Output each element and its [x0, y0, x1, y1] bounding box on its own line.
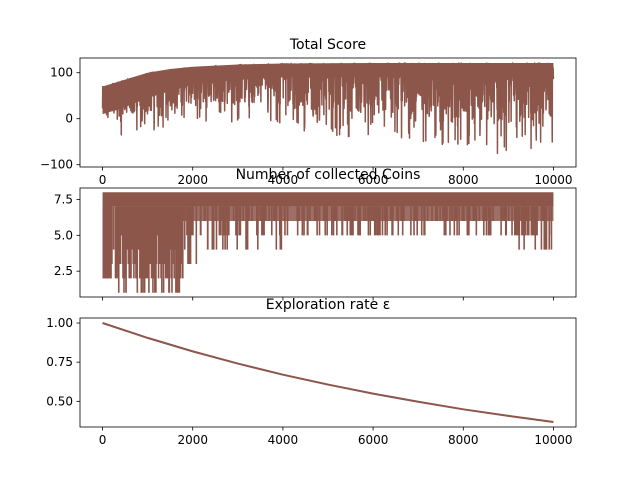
y-tick-label: 7.5: [54, 192, 73, 206]
axes-frame: [79, 57, 577, 168]
series-line: [101, 62, 555, 155]
panel-title: Number of collected Coins: [236, 167, 421, 183]
y-tick-label: 1.00: [46, 316, 73, 330]
x-tick-label: 2000: [177, 433, 208, 447]
x-tick-label: 10000: [534, 433, 572, 447]
panel-title: Total Score: [289, 37, 366, 53]
series-line: [102, 192, 554, 293]
series-line: [102, 322, 554, 423]
y-tick-label: 0: [65, 112, 73, 126]
y-tick-label: 100: [50, 66, 73, 80]
panel-1: 0 2000 4000 6000 8000 10000 −100 0 100 Total Scor…: [40, 37, 577, 187]
x-tick-label: 10000: [534, 173, 572, 187]
x-tick-label: 0: [99, 433, 107, 447]
axes-frame: [79, 317, 577, 428]
x-tick-label: 6000: [358, 433, 389, 447]
x-tick-label: 8000: [448, 173, 479, 187]
x-tick-label: 4000: [268, 433, 299, 447]
coins-dips: [109, 206, 553, 293]
y-tick-label: 0.75: [46, 355, 73, 369]
coins-early-band: [102, 206, 112, 279]
x-tick-label: 2000: [177, 173, 208, 187]
x-tick-label: 0: [99, 173, 107, 187]
x-tick-label: 4000: [268, 173, 299, 187]
y-tick-label: 0.50: [46, 394, 73, 408]
y-tick-label: 2.5: [54, 264, 73, 278]
y-tick-label: 5.0: [54, 228, 73, 242]
coins-dense-band: [102, 192, 554, 279]
panel-2: 2.5 5.0 7.5 Number of collected Coins: [54, 167, 577, 301]
panel-3: 0 2000 4000 6000 8000 10000 0.50 0.75 1.00 Explor…: [46, 297, 577, 447]
panel-title: Exploration rate ε: [266, 297, 391, 313]
x-tick-label: 8000: [448, 433, 479, 447]
x-tick-label: 6000: [358, 173, 389, 187]
epsilon-line: [102, 322, 554, 423]
score-dense-band: [102, 63, 554, 115]
y-tick-label: −100: [40, 158, 73, 172]
axes-frame: [79, 187, 577, 298]
